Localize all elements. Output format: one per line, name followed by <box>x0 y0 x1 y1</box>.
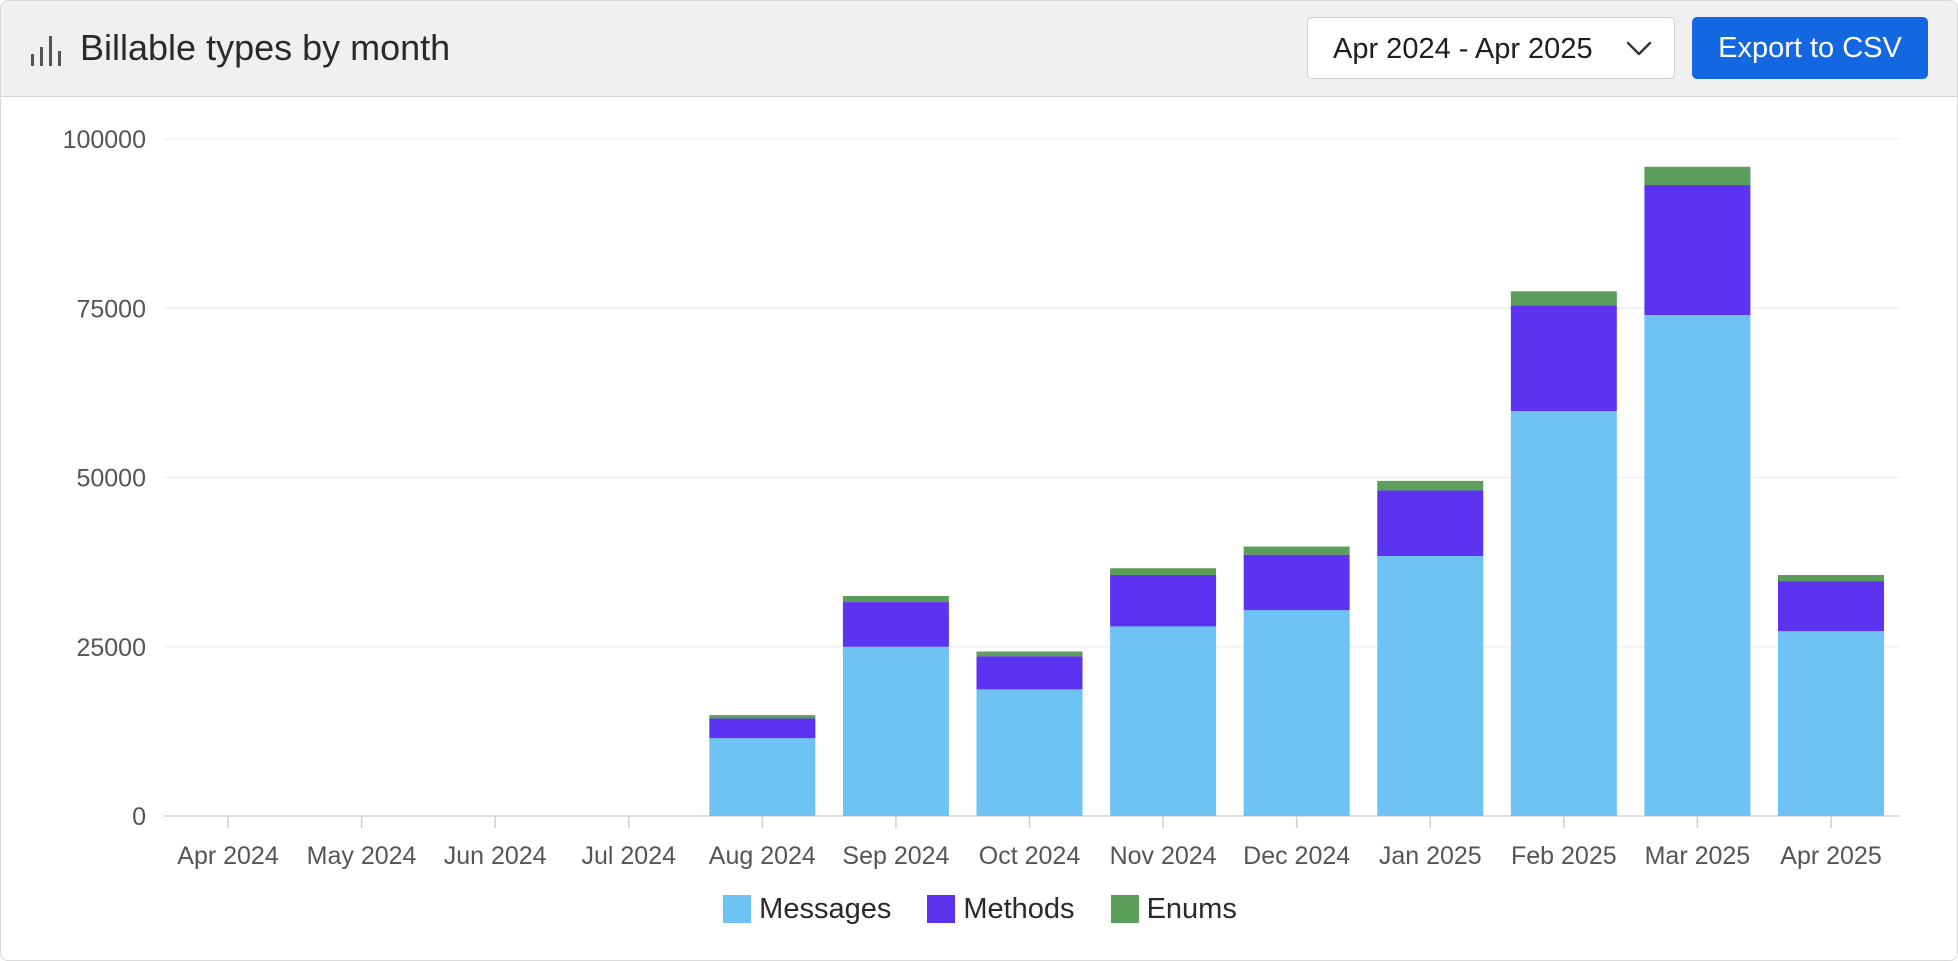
y-tick-label: 50000 <box>76 465 146 493</box>
bar-messages-oct-2024[interactable] <box>976 689 1083 816</box>
bar-methods-mar-2025[interactable] <box>1644 185 1751 316</box>
x-tick-label: Aug 2024 <box>709 842 816 870</box>
bar-messages-sep-2024[interactable] <box>842 646 949 816</box>
x-tick-label: Oct 2024 <box>979 842 1081 870</box>
bar-enums-apr-2025[interactable] <box>1778 574 1884 582</box>
bar-methods-aug-2024[interactable] <box>709 718 816 739</box>
x-tick-label: Jun 2024 <box>444 842 547 870</box>
bar-messages-dec-2024[interactable] <box>1243 610 1350 816</box>
legend-item-messages[interactable]: Messages <box>723 892 891 926</box>
card-header: Billable types by month Apr 2024 - Apr 2… <box>1 1 1957 97</box>
bar-methods-jan-2025[interactable] <box>1377 490 1484 557</box>
legend-swatch <box>927 895 956 923</box>
x-tick-label: Jul 2024 <box>581 842 676 870</box>
bar-enums-oct-2024[interactable] <box>976 651 1083 657</box>
stacked-bar-chart: 0 25000 50000 75000 100000 Apr 2024 May 2024 Ju… <box>63 126 1899 870</box>
y-tick-label: 75000 <box>76 295 146 323</box>
bar-messages-nov-2024[interactable] <box>1110 626 1217 816</box>
x-tick-label: Sep 2024 <box>842 842 949 870</box>
axes: 0 25000 50000 75000 100000 Apr 2024 May 2024 Ju… <box>63 126 1882 870</box>
bar-enums-aug-2024[interactable] <box>709 715 816 719</box>
x-tick-label: Feb 2025 <box>1511 842 1617 870</box>
x-tick-label: Apr 2025 <box>1780 842 1881 870</box>
bar-methods-feb-2025[interactable] <box>1510 305 1617 412</box>
bar-messages-apr-2025[interactable] <box>1778 631 1884 816</box>
bar-methods-sep-2024[interactable] <box>842 602 949 647</box>
legend-swatch <box>1110 895 1139 923</box>
y-tick-label: 25000 <box>76 634 146 662</box>
bar-enums-dec-2024[interactable] <box>1243 546 1350 555</box>
legend-label: Methods <box>963 893 1075 925</box>
bar-enums-jan-2025[interactable] <box>1377 480 1484 491</box>
x-tick-label: May 2024 <box>307 842 417 870</box>
bar-methods-apr-2025[interactable] <box>1778 581 1884 632</box>
x-tick-label: Nov 2024 <box>1110 842 1217 870</box>
legend-item-methods[interactable]: Methods <box>927 892 1075 926</box>
bar-messages-feb-2025[interactable] <box>1510 411 1617 816</box>
x-tick-label: Apr 2024 <box>177 842 279 870</box>
legend-swatch <box>723 895 752 923</box>
bar-messages-mar-2025[interactable] <box>1644 315 1751 816</box>
bar-enums-mar-2025[interactable] <box>1644 166 1751 186</box>
legend-label: Enums <box>1146 893 1237 925</box>
bar-enums-feb-2025[interactable] <box>1510 291 1617 306</box>
export-csv-button[interactable]: Export to CSV <box>1692 17 1928 79</box>
legend-item-enums[interactable]: Enums <box>1110 892 1237 926</box>
bar-enums-sep-2024[interactable] <box>842 595 949 603</box>
legend-label: Messages <box>759 893 892 925</box>
chart-area: 0 25000 50000 75000 100000 Apr 2024 May 2024 Ju… <box>1 97 1957 960</box>
bars <box>709 166 1884 816</box>
bar-methods-oct-2024[interactable] <box>976 656 1083 690</box>
chart-legend: Messages Methods Enums <box>1 889 1957 929</box>
bar-methods-nov-2024[interactable] <box>1110 574 1217 627</box>
bar-chart-icon <box>31 36 61 66</box>
x-tick-label: Mar 2025 <box>1645 842 1751 870</box>
date-range-value: Apr 2024 - Apr 2025 <box>1333 33 1593 65</box>
y-tick-label: 100000 <box>63 126 146 154</box>
x-tick-label: Jan 2025 <box>1379 842 1482 870</box>
date-range-dropdown[interactable]: Apr 2024 - Apr 2025 <box>1307 17 1675 79</box>
y-tick-label: 0 <box>132 803 146 831</box>
bar-methods-dec-2024[interactable] <box>1243 554 1350 611</box>
bar-enums-nov-2024[interactable] <box>1110 568 1217 575</box>
chart-title: Billable types by month <box>80 27 451 68</box>
chevron-down-icon <box>1626 41 1652 56</box>
bar-messages-aug-2024[interactable] <box>709 738 816 816</box>
x-tick-label: Dec 2024 <box>1243 842 1350 870</box>
bar-messages-jan-2025[interactable] <box>1377 556 1484 816</box>
